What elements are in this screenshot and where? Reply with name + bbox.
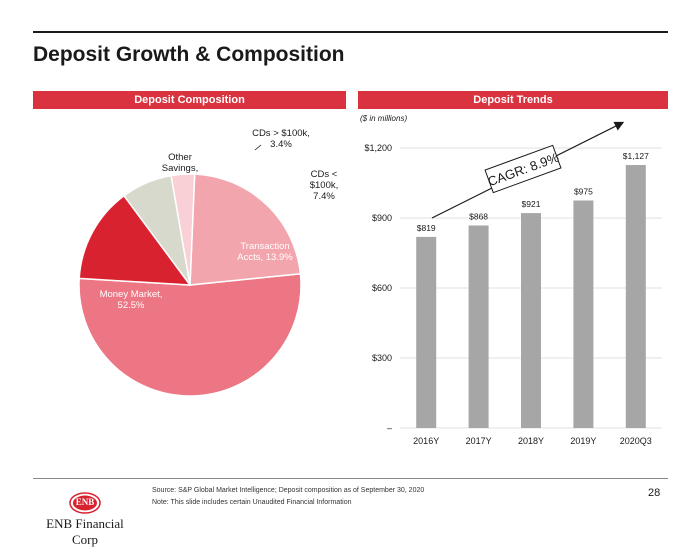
pie-leader-line	[254, 144, 262, 151]
pie-label-transaction-accts: Transaction Accts, 13.9%	[237, 241, 293, 263]
y-tick-label: $300	[372, 353, 392, 363]
pie-label-cds-100k: CDs > $100k, 3.4%	[252, 128, 310, 150]
pie-slice-other-savings	[189, 173, 302, 286]
deposit-composition-header: Deposit Composition	[33, 91, 346, 109]
deposit-trends-bar-chart: ($ in millions) – $300 $600 $900 $1,200 $819 20…	[360, 114, 662, 446]
bar-2017Y	[468, 225, 489, 428]
source-note: Source: S&P Global Market Intelligence; …	[152, 487, 425, 494]
footnote: Note: This slide includes certain Unaudi…	[152, 499, 352, 506]
page-title: Deposit Growth & Composition	[33, 43, 345, 66]
x-tick-label: 2016Y	[413, 436, 439, 446]
y-tick-label: $600	[372, 283, 392, 293]
bar-2018Y	[521, 213, 541, 428]
x-tick-label: 2020Q3	[620, 436, 652, 446]
top-rule	[33, 31, 668, 33]
page-number: 28	[648, 487, 661, 499]
bar-value-label: $1,127	[623, 151, 649, 161]
bar-value-label: $975	[574, 187, 593, 197]
x-tick-label: 2017Y	[466, 436, 492, 446]
bar-2019Y	[573, 200, 594, 428]
bar-2020Q3	[625, 165, 646, 428]
logo-monogram: ENB	[75, 497, 95, 507]
bar-value-label: $819	[417, 223, 436, 233]
bar-2016Y	[416, 236, 437, 428]
y-tick-label: –	[387, 423, 392, 433]
units-note: ($ in millions)	[360, 114, 407, 123]
logo-company-name: ENB Financial Corp	[46, 516, 124, 547]
bar-value-label: $868	[469, 211, 488, 221]
cagr-callout: CAGR: 8.9%	[484, 144, 562, 194]
y-tick-label: $900	[372, 213, 392, 223]
x-tick-label: 2018Y	[518, 436, 544, 446]
enb-logo-icon	[33, 488, 137, 532]
deposit-composition-pie-chart: Money Market,52.5%OtherSavings,22.7%CDs …	[78, 128, 339, 397]
x-tick-label: 2019Y	[570, 436, 596, 446]
pie-label-money-market: Money Market, 52.5%	[100, 289, 163, 311]
pie-label-cds-100k: CDs < $100k, 7.4%	[310, 169, 339, 202]
y-tick-label: $1,200	[364, 143, 392, 153]
pie-slice-money-market	[78, 272, 302, 397]
bar-value-label: $921	[522, 199, 541, 209]
pie-slice-transaction-accts	[78, 194, 192, 286]
deposit-trends-header: Deposit Trends	[358, 91, 668, 109]
bottom-rule	[33, 478, 668, 479]
